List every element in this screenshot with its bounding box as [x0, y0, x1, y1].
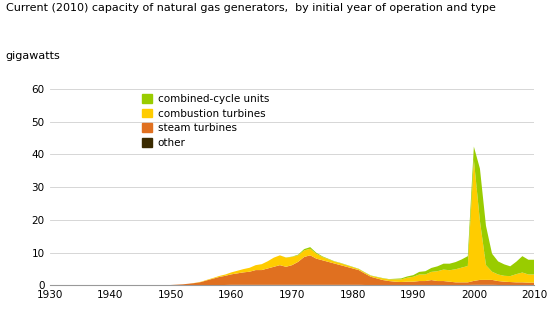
Text: gigawatts: gigawatts — [6, 51, 60, 61]
Legend: combined-cycle units, combustion turbines, steam turbines, other: combined-cycle units, combustion turbine… — [142, 94, 269, 148]
Text: Current (2010) capacity of natural gas generators,  by initial year of operation: Current (2010) capacity of natural gas g… — [6, 3, 495, 13]
